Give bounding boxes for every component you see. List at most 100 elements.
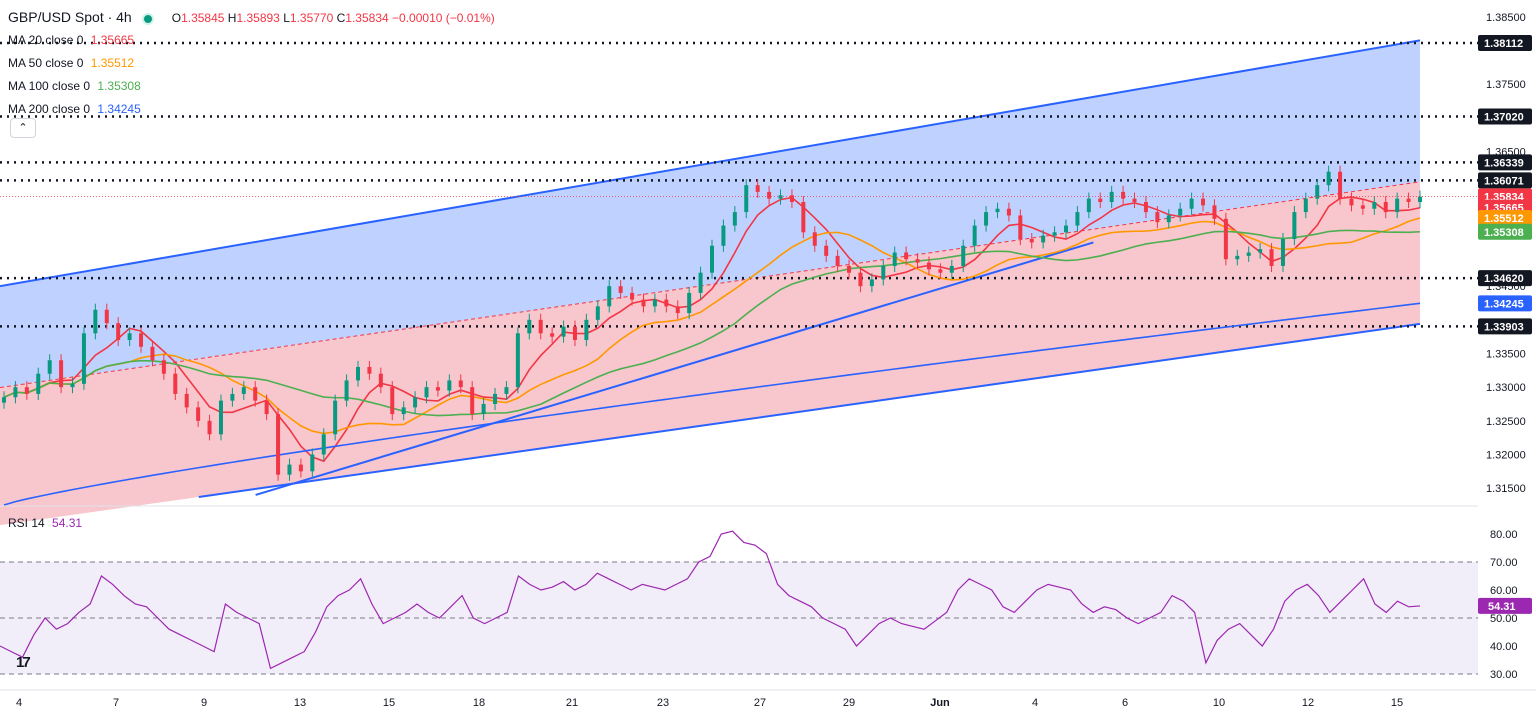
channel-lower-line bbox=[198, 322, 1421, 498]
candle-body bbox=[1395, 198, 1400, 213]
ma100-legend[interactable]: MA 100 close 0 1.35308 bbox=[8, 79, 141, 93]
candle-body bbox=[1315, 185, 1320, 199]
candle-body bbox=[938, 269, 943, 273]
candle-body bbox=[470, 387, 475, 415]
time-tick-label: 23 bbox=[657, 697, 669, 709]
time-tick-label: 15 bbox=[383, 697, 395, 709]
candle-body bbox=[47, 360, 52, 374]
candle-body bbox=[881, 265, 886, 280]
candle-body bbox=[1064, 225, 1068, 233]
candle-body bbox=[1006, 208, 1011, 216]
candle-body bbox=[778, 195, 783, 199]
price-badge-bg bbox=[1478, 318, 1532, 335]
candle-body bbox=[1349, 198, 1354, 206]
candle-body bbox=[572, 326, 577, 341]
candle-body bbox=[1121, 191, 1126, 199]
rsi-tick-label: 60.00 bbox=[1490, 585, 1518, 597]
candle-body bbox=[401, 407, 406, 415]
price-badges: 1.381121.370201.363391.360711.358341.356… bbox=[0, 34, 1532, 335]
candle-body bbox=[196, 407, 201, 421]
time-tick-label: 27 bbox=[754, 697, 766, 709]
rsi-legend[interactable]: RSI 14 54.31 bbox=[8, 516, 83, 530]
candle-body bbox=[1143, 202, 1148, 213]
ma-line-0 bbox=[3, 196, 1421, 463]
candle-body bbox=[869, 279, 874, 287]
close-value: 1.35834 bbox=[345, 11, 389, 25]
candle-body bbox=[310, 454, 315, 472]
ma200-legend[interactable]: MA 200 close 0 1.34245 bbox=[8, 102, 141, 116]
candle-body bbox=[1189, 198, 1194, 209]
candle-body bbox=[972, 225, 977, 246]
price-badge-bg bbox=[1478, 270, 1532, 287]
candle-body bbox=[253, 387, 258, 401]
candle-body bbox=[59, 360, 64, 388]
candle-body bbox=[504, 387, 509, 394]
candle-body bbox=[1269, 249, 1274, 266]
candle-body bbox=[630, 292, 635, 300]
price-tick-label: 1.32000 bbox=[1486, 450, 1526, 462]
price-tick-label: 1.37500 bbox=[1486, 79, 1526, 91]
candle-body bbox=[264, 400, 269, 415]
price-badge-bg bbox=[1478, 34, 1532, 51]
candle-body bbox=[1075, 212, 1080, 226]
collapse-legend-button[interactable]: ⌃ bbox=[10, 118, 36, 138]
price-tick-label: 1.32500 bbox=[1486, 416, 1526, 428]
candle-body bbox=[607, 286, 612, 307]
candle-body bbox=[1041, 235, 1046, 243]
price-badge-label: 1.34245 bbox=[1484, 298, 1524, 310]
time-tick-label: 10 bbox=[1213, 697, 1225, 709]
time-tick-label: 6 bbox=[1122, 697, 1128, 709]
candle-body bbox=[104, 309, 109, 324]
ma20-legend[interactable]: MA 20 close 0 1.35665 bbox=[8, 33, 135, 47]
ma-line-1 bbox=[3, 217, 1421, 435]
candle-body bbox=[321, 434, 326, 455]
candle-body bbox=[81, 333, 86, 384]
price-badge-bg bbox=[1478, 154, 1532, 171]
ma50-legend[interactable]: MA 50 close 0 1.35512 bbox=[8, 56, 135, 70]
candle-body bbox=[1406, 198, 1411, 202]
candle-body bbox=[1166, 215, 1171, 223]
candle-body bbox=[618, 286, 623, 293]
candle-body bbox=[184, 393, 189, 408]
change-value: −0.00010 (−0.01%) bbox=[392, 11, 495, 25]
candle-body bbox=[390, 387, 395, 415]
candle-body bbox=[744, 185, 749, 213]
rsi-tick-label: 80.00 bbox=[1490, 529, 1518, 541]
price-badge-label: 1.35308 bbox=[1484, 227, 1524, 239]
candle-body bbox=[858, 272, 863, 287]
channel-lower-fill bbox=[0, 181, 1420, 526]
candle-body bbox=[687, 292, 692, 314]
price-tick-label: 1.38500 bbox=[1486, 12, 1526, 24]
candle-body bbox=[378, 373, 383, 388]
candle-body bbox=[367, 366, 372, 374]
candle-body bbox=[698, 272, 703, 293]
regression-channel bbox=[0, 39, 1421, 526]
candle-body bbox=[1235, 255, 1240, 260]
ma-line-3 bbox=[3, 302, 1421, 506]
time-tick-label: 7 bbox=[113, 697, 119, 709]
open-value: 1.35845 bbox=[181, 11, 225, 25]
price-badge-label: 1.36071 bbox=[1484, 175, 1524, 187]
candle-body bbox=[732, 212, 737, 226]
candle-body bbox=[139, 333, 144, 347]
time-tick-label: 9 bbox=[201, 697, 207, 709]
candle-body bbox=[481, 404, 486, 415]
price-tick-label: 1.33000 bbox=[1486, 382, 1526, 394]
time-tick-label: 12 bbox=[1302, 697, 1314, 709]
time-axis[interactable]: 4 7 9 13 15 18 21 23 27 29 Jun 4 6 10 12 15 bbox=[0, 689, 1536, 709]
candle-body bbox=[949, 265, 954, 273]
candle-body bbox=[298, 464, 303, 472]
candle-body bbox=[835, 255, 840, 266]
candle-body bbox=[961, 245, 966, 266]
time-tick-label: 15 bbox=[1391, 697, 1403, 709]
trendline bbox=[255, 241, 1094, 496]
candle-body bbox=[984, 212, 989, 226]
candle-body bbox=[1258, 249, 1263, 253]
candle-body bbox=[127, 333, 132, 341]
tradingview-logo-icon: 17 bbox=[16, 654, 31, 671]
symbol-title[interactable]: GBP/USD Spot · 4h bbox=[8, 9, 132, 25]
candle-body bbox=[595, 306, 600, 320]
time-tick-label: 4 bbox=[1032, 697, 1038, 709]
candle-body bbox=[847, 265, 852, 273]
